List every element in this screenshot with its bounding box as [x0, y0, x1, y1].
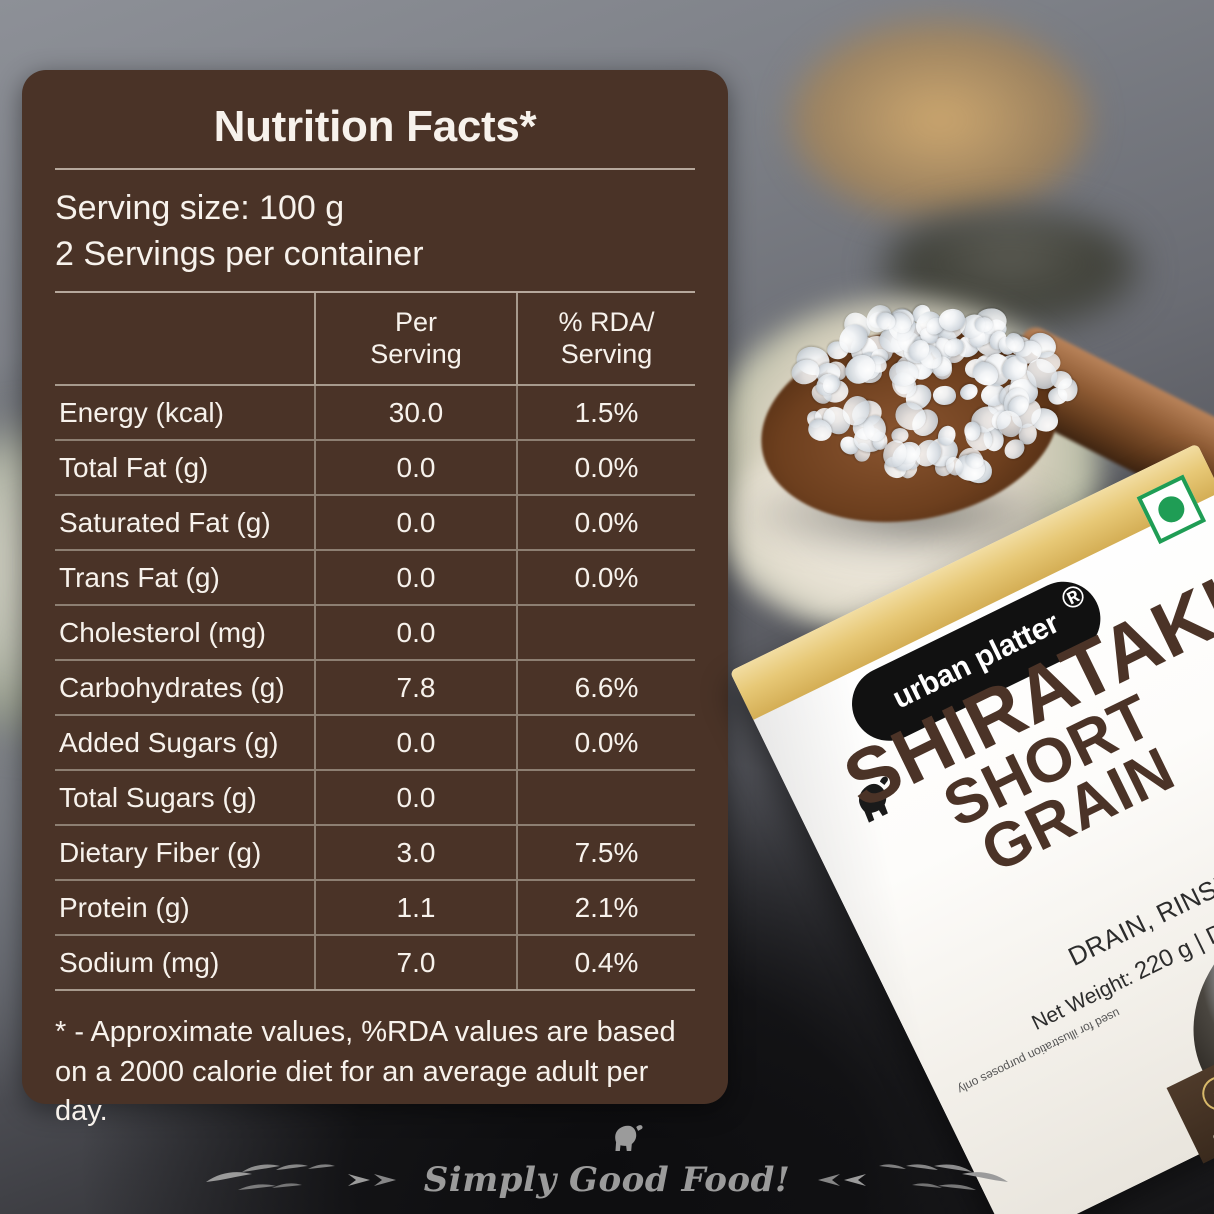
header-rda: % RDA/ Serving	[516, 293, 695, 387]
table-header-row: Per Serving % RDA/ Serving	[55, 293, 695, 387]
nutrient-name: Trans Fat (g)	[55, 550, 315, 607]
footnote-line-1: * - Approximate values, %RDA values are …	[55, 1016, 676, 1049]
badge-low-calorie: ♢ LOW CALORIE	[1189, 1067, 1214, 1145]
nutrient-per-serving: 0.0	[314, 495, 517, 552]
nutrient-name: Cholesterol (mg)	[55, 605, 315, 662]
servings-per-container: 2 Servings per container	[55, 234, 424, 273]
nutrient-per-serving: 7.8	[314, 660, 517, 717]
serving-info: Serving size: 100 g 2 Servings per conta…	[55, 170, 695, 291]
table-row: Saturated Fat (g) 0.0 0.0%	[55, 495, 695, 552]
header-nutrient	[55, 293, 315, 387]
nutrient-name: Sodium (mg)	[55, 935, 315, 992]
nutrient-name: Saturated Fat (g)	[55, 495, 315, 552]
nutrient-per-serving: 0.0	[314, 440, 517, 497]
nutrient-name: Carbohydrates (g)	[55, 660, 315, 717]
nutrition-table: Per Serving % RDA/ Serving Energy (kcal)…	[55, 293, 695, 992]
bowl-top-rim	[790, 20, 1090, 220]
nutrient-per-serving: 30.0	[314, 385, 517, 442]
header-rda-line2: Serving	[560, 338, 653, 369]
nutrient-rda: 0.0%	[516, 550, 695, 607]
nutrition-table-body: Energy (kcal) 30.0 1.5% Total Fat (g) 0.0 0.0…	[55, 385, 695, 992]
nutrient-per-serving: 0.0	[314, 715, 517, 772]
nutrient-rda	[516, 605, 695, 662]
table-row: Carbohydrates (g) 7.8 6.6%	[55, 660, 695, 717]
nutrient-per-serving: 3.0	[314, 825, 517, 882]
table-row: Total Sugars (g) 0.0	[55, 770, 695, 827]
table-row: Energy (kcal) 30.0 1.5%	[55, 385, 695, 442]
nutrient-per-serving: 0.0	[314, 770, 517, 827]
nutrient-rda: 2.1%	[516, 880, 695, 937]
footnote: * - Approximate values, %RDA values are …	[55, 991, 695, 1131]
nutrient-name: Added Sugars (g)	[55, 715, 315, 772]
nutrient-per-serving: 7.0	[314, 935, 517, 992]
serving-size: Serving size: 100 g	[55, 189, 345, 227]
header-rda-line1: % RDA/	[558, 307, 655, 338]
nutrient-rda: 6.6%	[516, 660, 695, 717]
footer-elephant-icon	[601, 1122, 645, 1156]
page-title: Nutrition Facts*	[213, 102, 537, 151]
product-packet: urban platter ® SHIRATAKI® SHORT GRAIN D…	[729, 443, 1214, 1214]
footnote-line-2: on a 2000 calorie diet for an average ad…	[55, 1055, 649, 1127]
leaf-icon: ♢	[1196, 1070, 1214, 1117]
header-per-serving-line1: Per	[394, 307, 438, 338]
table-row: Added Sugars (g) 0.0 0.0%	[55, 715, 695, 772]
nutrient-name: Dietary Fiber (g)	[55, 825, 315, 882]
nutrient-rda: 0.4%	[516, 935, 695, 992]
nutrient-per-serving: 1.1	[314, 880, 517, 937]
vegetarian-dot-icon	[1153, 491, 1189, 527]
nutrient-rda: 7.5%	[516, 825, 695, 882]
nutrient-per-serving: 0.0	[314, 550, 517, 607]
divider-above-table	[55, 291, 695, 294]
nutrient-name: Total Fat (g)	[55, 440, 315, 497]
nutrient-rda: 1.5%	[516, 385, 695, 442]
nutrient-name: Total Sugars (g)	[55, 770, 315, 827]
elephant-icon	[837, 771, 906, 836]
table-row: Protein (g) 1.1 2.1%	[55, 880, 695, 937]
table-row: Trans Fat (g) 0.0 0.0%	[55, 550, 695, 607]
nutrition-facts-panel: Nutrition Facts* Serving size: 100 g 2 S…	[22, 70, 728, 1127]
table-row: Sodium (mg) 7.0 0.4%	[55, 935, 695, 992]
nutrient-rda: 0.0%	[516, 715, 695, 772]
nutrient-rda: 0.0%	[516, 440, 695, 497]
nutrient-rda: 0.0%	[516, 495, 695, 552]
header-per-serving: Per Serving	[314, 293, 517, 387]
nutrient-per-serving: 0.0	[314, 605, 517, 662]
nutrient-rda	[516, 770, 695, 827]
nutrient-name: Energy (kcal)	[55, 385, 315, 442]
table-row: Dietary Fiber (g) 3.0 7.5%	[55, 825, 695, 882]
nutrient-name: Protein (g)	[55, 880, 315, 937]
table-row: Cholesterol (mg) 0.0	[55, 605, 695, 662]
divider-under-title	[55, 168, 695, 170]
table-row: Total Fat (g) 0.0 0.0%	[55, 440, 695, 497]
header-per-serving-line2: Serving	[370, 338, 462, 369]
